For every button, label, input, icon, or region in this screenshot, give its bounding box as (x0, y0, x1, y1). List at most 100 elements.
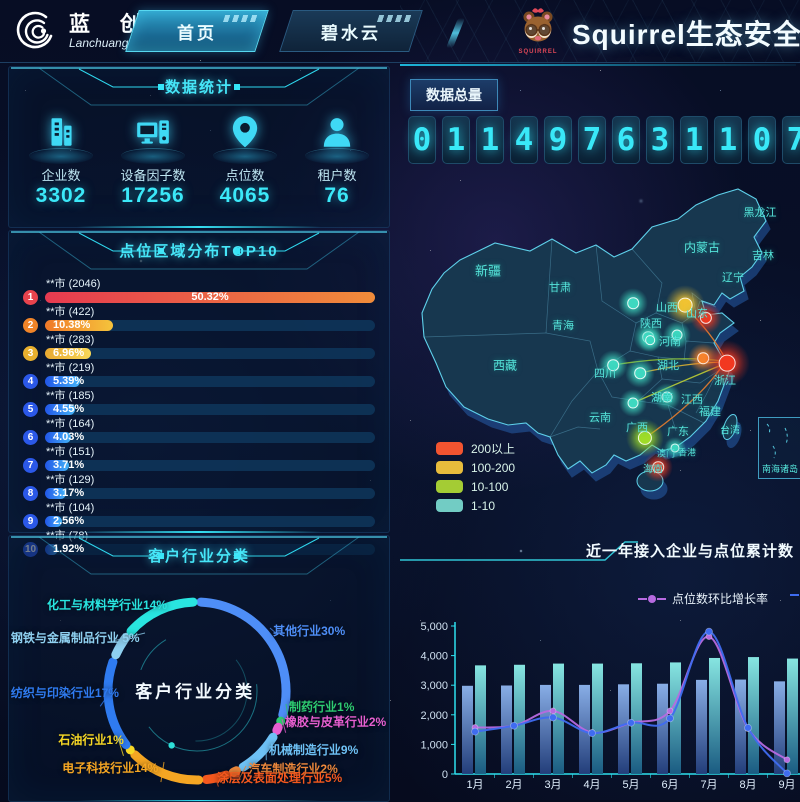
province-label: 四川 (594, 365, 616, 381)
tab-label: 碧水云 (287, 11, 415, 51)
page-title: Squirrel生态安全云服 (572, 13, 800, 53)
legend-item-partial[interactable] (790, 590, 800, 600)
counter-digit: 1 (714, 116, 742, 164)
heat-spot (625, 358, 655, 388)
top10-row: **市 (164) 6 4.03% (23, 418, 375, 444)
bar-percent-label: 3.17% (53, 488, 84, 499)
bar (631, 663, 642, 774)
province-label: 台湾 (720, 422, 740, 437)
rank-badge: 2 (23, 318, 38, 333)
bar (657, 684, 668, 774)
rank-badge: 7 (23, 458, 38, 473)
counter-digit: 1 (476, 116, 504, 164)
stat-value: 17256 (107, 184, 199, 208)
counter-digit: 0 (408, 116, 436, 164)
bar-track: 6.96% (45, 348, 375, 359)
panel-title: 数据统计 (9, 76, 389, 97)
bar-track: 10.38% (45, 320, 375, 331)
top10-city-label: **市 (164) (46, 418, 375, 430)
panel-header: 数据统计 (9, 67, 389, 109)
counter-digit: 0 (748, 116, 776, 164)
province-label: 浙江 (714, 372, 736, 388)
rank-badge: 5 (23, 402, 38, 417)
province-label: 福建 (699, 403, 721, 419)
bar (709, 658, 720, 774)
province-label: 香港 (678, 446, 696, 459)
province-label: 西藏 (493, 357, 517, 374)
counter-digit: 7 (578, 116, 606, 164)
province-label: 吉林 (752, 247, 774, 263)
pie-label: 机械制造行业9% (269, 741, 358, 758)
svg-text:5月: 5月 (622, 779, 639, 791)
bar-track: 5.39% (45, 376, 375, 387)
bar (774, 681, 785, 774)
svg-text:7月: 7月 (700, 779, 717, 791)
svg-text:6月: 6月 (661, 779, 678, 791)
province-label: 青海 (552, 317, 574, 333)
rank-badge: 3 (23, 346, 38, 361)
pie-label: 纺织与印染行业17% (11, 684, 119, 701)
bar-track: 3.17% (45, 488, 375, 499)
map-legend-item: 200以上 (436, 439, 515, 458)
bar-percent-label: 3.71% (53, 460, 84, 471)
legend-label: 1-10 (471, 499, 495, 513)
province-label: 甘肃 (549, 279, 571, 295)
bar-percent-label: 10.38% (53, 320, 90, 331)
counter-digit: 1 (442, 116, 470, 164)
rank-badge: 6 (23, 430, 38, 445)
legend-label: 点位数环比增长率 (672, 590, 768, 607)
counter-digit: 4 (510, 116, 538, 164)
svg-text:2月: 2月 (505, 779, 522, 791)
svg-text:3,000: 3,000 (420, 680, 448, 692)
bar-percent-label: 4.03% (53, 432, 84, 443)
legend-swatch (436, 461, 463, 474)
top10-city-label: **市 (129) (46, 474, 375, 486)
province-label: 内蒙古 (684, 239, 720, 256)
right-column-top-line (400, 64, 796, 66)
tab-home[interactable]: 首页 (125, 10, 269, 52)
legend-label: 10-100 (471, 480, 508, 494)
legend-swatch (436, 480, 463, 493)
bar-percent-label: 2.56% (53, 516, 84, 527)
map-legend-item: 10-100 (436, 477, 515, 496)
pie-label: 石油行业1% (58, 731, 123, 748)
pie-segment (277, 727, 278, 730)
industry-classification-panel: 客户行业分类 客户行业分类 其他行业30%制药行业1%橡胶与皮革行业2%机械制造… (8, 535, 390, 802)
svg-text:9月: 9月 (778, 779, 795, 791)
legend-item-growth-rate[interactable]: 点位数环比增长率 (638, 590, 768, 607)
heat-spot-core (645, 335, 655, 345)
province-label: 广东 (667, 423, 689, 439)
svg-text:0: 0 (442, 769, 448, 781)
top10-city-label: **市 (185) (46, 390, 375, 402)
bar (787, 659, 798, 774)
pie-label: 钢铁与金属制品行业 5% (11, 629, 140, 646)
user-icon (318, 138, 356, 155)
counter-digit: 1 (680, 116, 708, 164)
rank-badge: 4 (23, 374, 38, 389)
stat-label: 企业数 (15, 165, 107, 184)
bar-percent-label: 50.32% (45, 292, 375, 303)
tab-bishuiyun[interactable]: 碧水云 (279, 10, 423, 52)
province-label: 云南 (589, 409, 611, 425)
heat-spot (618, 288, 648, 318)
rank-badge: 9 (23, 514, 38, 529)
bar (501, 685, 512, 774)
province-label: 广西 (626, 419, 648, 435)
province-label: 辽宁 (722, 269, 744, 285)
legend-swatch (436, 499, 463, 512)
legend-swatch (436, 442, 463, 455)
counter-digit: 6 (612, 116, 640, 164)
top10-city-label: **市 (151) (46, 446, 375, 458)
heat-spot-core (634, 367, 646, 379)
province-label: 山西 (656, 299, 678, 315)
bar (748, 657, 759, 774)
province-label: 陕西 (640, 315, 662, 331)
tab-label: 首页 (133, 11, 261, 51)
